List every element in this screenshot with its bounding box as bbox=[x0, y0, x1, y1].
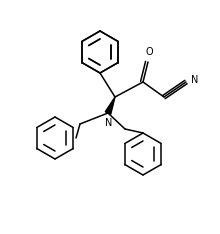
Text: N: N bbox=[105, 118, 113, 128]
Text: N: N bbox=[191, 75, 199, 85]
Text: O: O bbox=[145, 47, 153, 57]
Polygon shape bbox=[105, 97, 115, 114]
